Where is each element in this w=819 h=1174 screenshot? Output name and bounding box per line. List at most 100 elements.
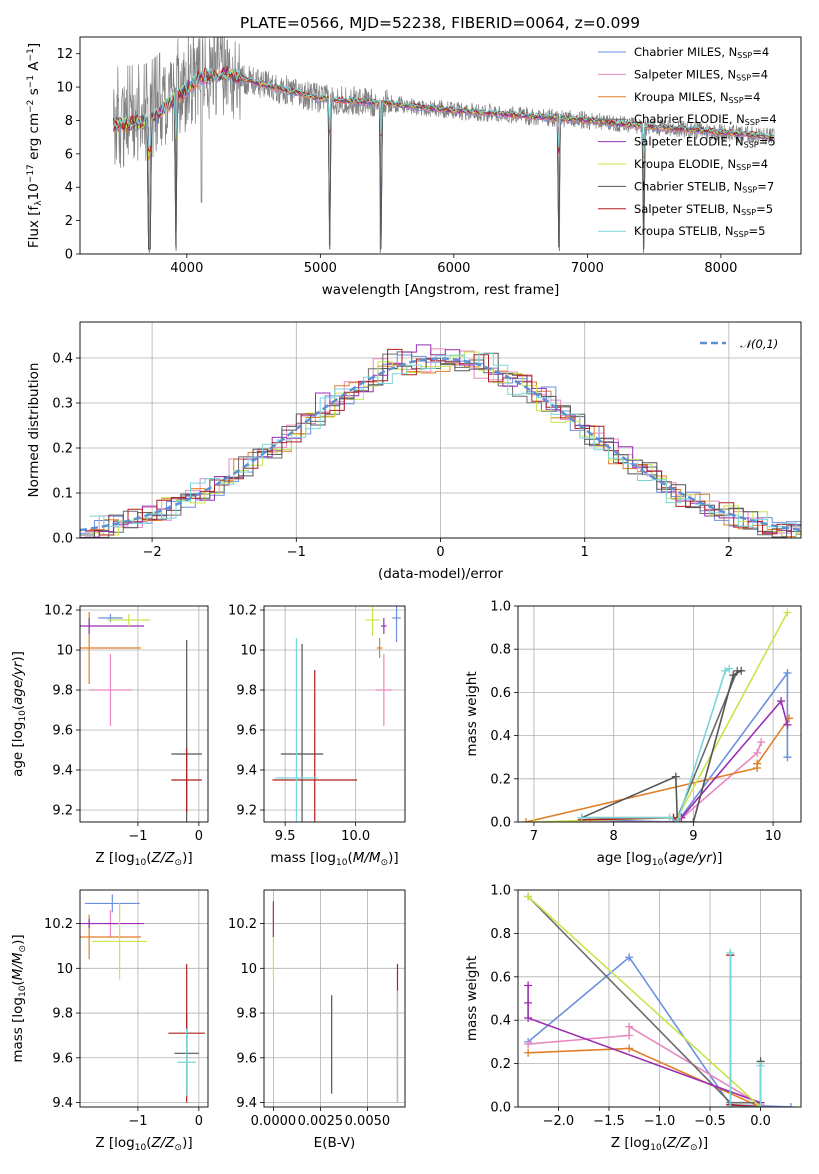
x-axis-label: age [log10(age/yr)]: [597, 850, 723, 868]
x-tick-label: 0: [436, 545, 444, 560]
x-tick-label: 5000: [304, 261, 337, 276]
model-line-chabrier-stelib: [112, 65, 774, 250]
y-tick-label: 9.6: [236, 724, 257, 739]
y-tick-label: 0.2: [490, 1057, 511, 1072]
axes-frame: [79, 36, 802, 255]
y-tick-label: 0.4: [490, 729, 511, 744]
x-tick-label: 8000: [704, 261, 737, 276]
x-tick-label: 0: [195, 829, 203, 844]
legend-label-chabrier-elodie: Chabrier ELODIE, NSSP=4: [634, 112, 777, 127]
x-tick-label: 0.0000: [251, 1114, 297, 1129]
x-axis-label: Z [log10(Z/Z⊙)]: [611, 1135, 708, 1153]
x-tick-label: 2: [725, 545, 733, 560]
y-tick-label: 9.4: [52, 764, 73, 779]
axes-frame: [79, 889, 209, 1108]
point-kroupa-elodie: [107, 614, 151, 626]
y-tick-label: 12: [56, 47, 73, 62]
figure-title: PLATE=0566, MJD=52238, FIBERID=0064, z=0…: [240, 14, 640, 32]
y-tick-label: 10.2: [44, 917, 73, 932]
point-kroupa-miles: [376, 638, 383, 658]
legend-label-salpeter-elodie: Salpeter ELODIE, NSSP=5: [634, 135, 776, 150]
series-kroupa-elodie: [524, 892, 765, 1107]
legend-label-salpeter-stelib: Salpeter STELIB, NSSP=5: [634, 202, 773, 217]
series-line: [581, 667, 730, 822]
model-line-kroupa-stelib: [112, 67, 774, 158]
y-axis-label: Flux [fλ10−17 erg cm−2 s−1 A−1]: [26, 43, 44, 248]
weight-vs-metallicity-panel: −2.0 −1.5 −1.0 −0.5 0.0 0.0 0.2 0.4 0.6 0.8 1.0 Z […: [464, 884, 802, 1153]
y-axis-label: Normed distribution: [26, 363, 42, 498]
y-tick-label: 9.8: [52, 684, 73, 699]
y-tick-label: 10: [56, 644, 73, 659]
y-tick-label: 0.0: [52, 532, 73, 547]
y-tick-label: 10: [56, 962, 73, 977]
axes-frame: [517, 605, 802, 823]
y-tick-label: 9.4: [236, 1096, 257, 1111]
series-kroupa-stelib: [726, 948, 765, 1107]
series-kroupa-elodie: [529, 608, 792, 822]
point-salpeter-elodie: [381, 618, 387, 634]
plus-marker: [671, 772, 680, 781]
x-tick-label: 0.0025: [298, 1114, 344, 1129]
x-axis-label: Z [log10(Z/Z⊙)]: [95, 850, 192, 868]
x-tick-label: −0.5: [694, 1114, 726, 1129]
plus-marker: [524, 892, 533, 901]
histogram-salpeter-elodie: [84, 344, 801, 538]
spectrum-panel: 4000 5000 6000 7000 8000 0 2 4 6 8 10 12 wavelength …: [26, 36, 802, 298]
x-tick-label: 9: [689, 829, 697, 844]
legend-label-normal: 𝒩(0,1): [740, 337, 778, 351]
point-kroupa-stelib: [177, 1028, 196, 1096]
y-tick-label: 0.8: [490, 643, 511, 658]
series-line: [527, 895, 762, 1107]
legend-label-kroupa-elodie: Kroupa ELODIE, NSSP=4: [634, 157, 768, 172]
x-axis-label: Z [log10(Z/Z⊙)]: [95, 1135, 192, 1153]
series-line: [589, 741, 762, 822]
y-tick-label: 6: [65, 147, 73, 162]
series-line: [581, 670, 789, 822]
mass-vs-metallicity-panel: −1 0 9.4 9.6 9.8 10 10.2 Z [log10(Z/Z⊙)] mass [l…: [10, 889, 209, 1153]
point-kroupa-elodie: [92, 903, 148, 980]
point-chabrier-miles: [392, 606, 401, 642]
point-kroupa-stelib: [275, 638, 318, 822]
y-tick-label: 2: [65, 214, 73, 229]
series-line: [528, 1025, 762, 1106]
x-tick-label: −2.0: [543, 1114, 575, 1129]
x-tick-label: 1: [581, 545, 589, 560]
y-tick-label: 9.8: [236, 1007, 257, 1022]
age-vs-mass-panel: 9.5 10.0 9.2 9.4 9.6 9.8 10 10.2 mass [log10(M/M…: [228, 604, 406, 868]
legend-label-kroupa-miles: Kroupa MILES, NSSP=4: [634, 90, 760, 105]
axes-frame: [79, 605, 209, 823]
plus-marker: [783, 668, 792, 677]
y-tick-label: 0.2: [52, 442, 73, 457]
plus-marker: [725, 664, 734, 673]
x-tick-label: −1.5: [593, 1114, 625, 1129]
series-line: [729, 952, 762, 1107]
plus-marker: [729, 671, 738, 680]
point-salpeter-miles: [375, 654, 393, 726]
y-tick-label: 10: [56, 81, 73, 96]
x-tick-label: −1: [128, 829, 147, 844]
series-line: [525, 717, 790, 822]
x-axis-label: (data-model)/error: [378, 566, 504, 582]
plus-marker: [625, 1022, 634, 1031]
x-tick-label: 7: [530, 829, 538, 844]
x-tick-label: 0: [195, 1114, 203, 1129]
plus-marker: [737, 666, 746, 675]
y-tick-label: 0.0: [490, 816, 511, 831]
plus-marker: [529, 818, 538, 822]
plus-marker: [726, 948, 735, 957]
y-tick-label: 9.6: [52, 724, 73, 739]
model-line-salpeter-stelib: [112, 66, 774, 158]
plus-marker: [786, 1103, 795, 1107]
plus-marker: [756, 1061, 765, 1070]
histogram-kroupa-stelib: [89, 353, 797, 538]
histogram-kroupa-elodie: [89, 351, 801, 538]
legend-label-kroupa-stelib: Kroupa STELIB, NSSP=5: [634, 224, 765, 239]
y-tick-label: 9.8: [52, 1007, 73, 1022]
y-tick-label: 4: [65, 181, 73, 196]
plus-marker: [524, 1048, 533, 1057]
point-salpeter-stelib: [272, 670, 358, 822]
spectrum-legend: Chabrier MILES, NSSP=4 Salpeter MILES, NS…: [598, 45, 777, 239]
plus-marker: [783, 720, 792, 729]
mass-vs-ebv-panel: 0.0000 0.0025 0.0050 9.4 9.6 9.8 10 10.2 E(B-V): [228, 889, 406, 1151]
